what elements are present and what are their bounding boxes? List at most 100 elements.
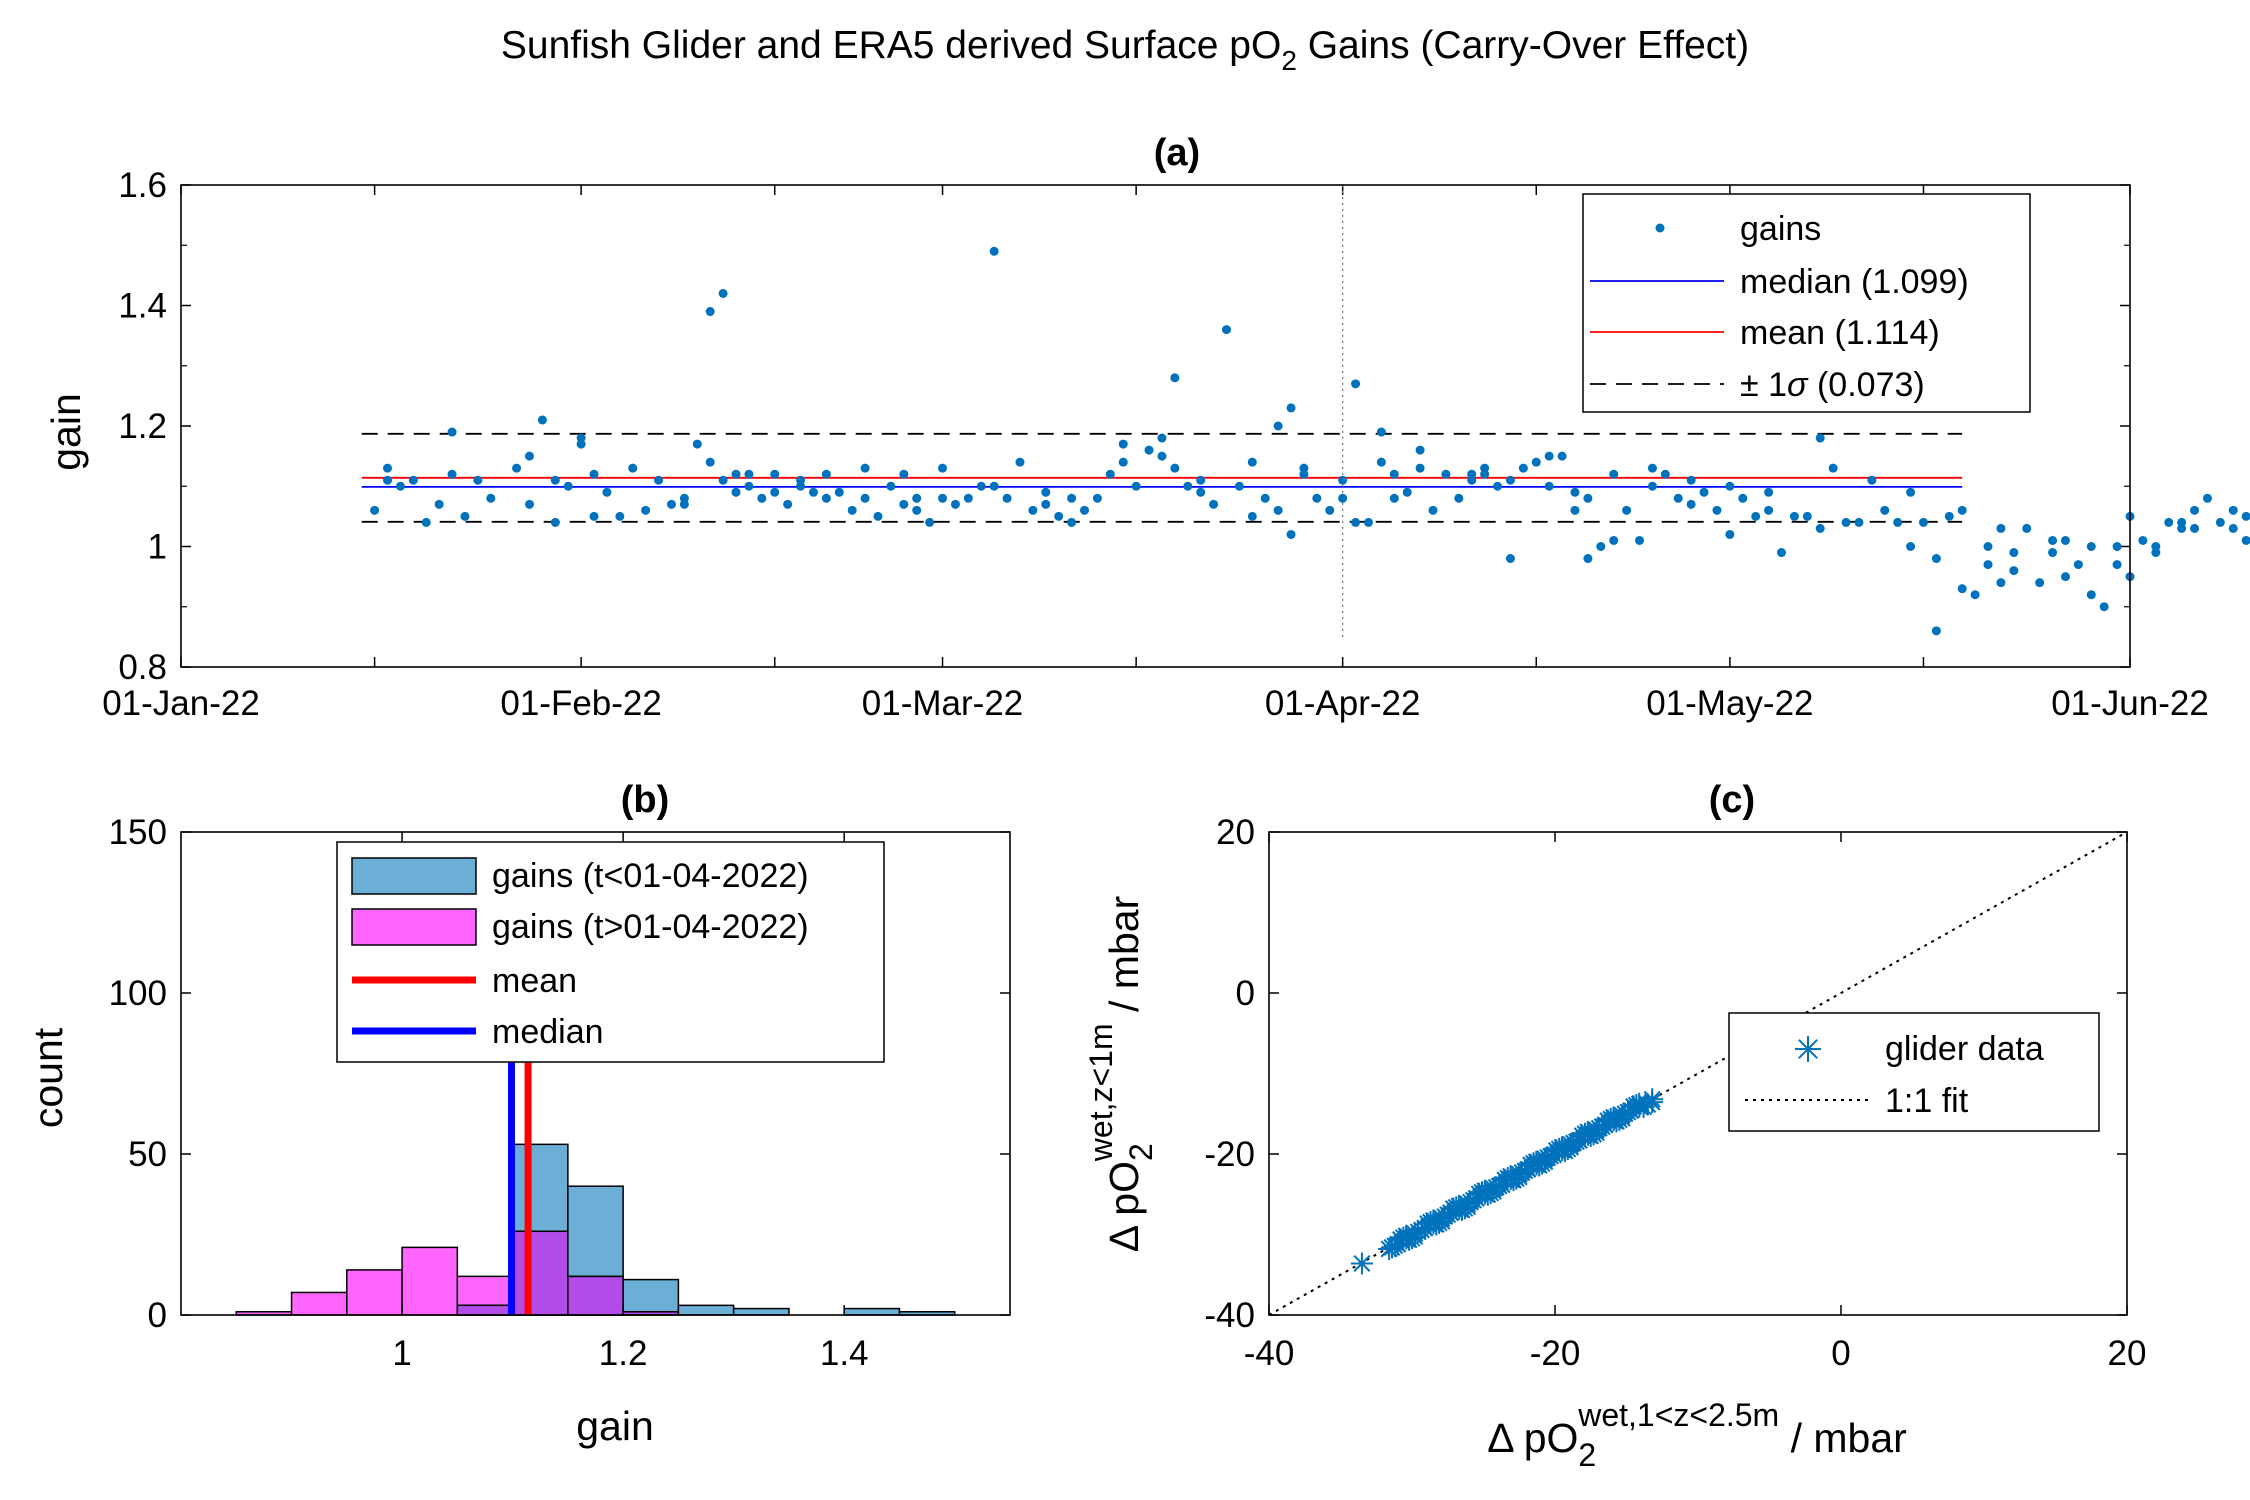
gain-point <box>1673 493 1683 503</box>
panel-c-legend-box <box>1728 1012 2100 1132</box>
gain-point <box>899 499 909 509</box>
gain-point <box>666 499 676 509</box>
gain-point <box>524 499 534 509</box>
gain-point <box>1570 505 1580 515</box>
gain-point <box>1725 481 1735 491</box>
gain-point <box>1415 445 1425 455</box>
gain-point <box>1080 505 1090 515</box>
gain-point <box>641 505 651 515</box>
gain-point <box>1647 481 1657 491</box>
gain-point <box>1118 457 1128 467</box>
legend-sigma-label: ± 1σ (0.073) <box>1740 366 1925 404</box>
panel-b: (b) count gain 1 1.2 1.4 0 50 100 150 gains (t… <box>25 779 1011 1449</box>
gain-point <box>602 487 612 497</box>
panel-a-ytick-label: 1 <box>148 528 167 567</box>
gain-point <box>705 307 715 317</box>
gain-point <box>1234 481 1244 491</box>
legend-star-glyph <box>1795 1036 1821 1062</box>
gain-point <box>1028 505 1038 515</box>
gain-point <box>1389 493 1399 503</box>
legend-before-patch <box>351 857 477 895</box>
gain-point <box>2060 572 2070 582</box>
glider-data-point <box>1350 1252 1373 1275</box>
gain-point <box>705 457 715 467</box>
panel-a-ylabel: gain <box>43 393 89 471</box>
gain-point <box>1544 451 1554 461</box>
gain-point <box>1815 433 1825 443</box>
panel-c-xlabel-main: Δ pO <box>1487 1415 1578 1461</box>
gain-point <box>1493 481 1503 491</box>
gain-point <box>395 481 405 491</box>
gain-point <box>1402 487 1412 497</box>
gain-point <box>1570 487 1580 497</box>
gain-point <box>1841 517 1851 527</box>
gain-point <box>744 469 754 479</box>
gain-point <box>963 493 973 503</box>
legend-gains-label: gains <box>1740 210 1821 248</box>
gain-point <box>1686 475 1696 485</box>
gain-point <box>899 469 909 479</box>
gain-point <box>1067 517 1077 527</box>
gain-point <box>1247 457 1257 467</box>
gain-point <box>912 505 922 515</box>
gain-point <box>2009 548 2019 558</box>
gain-point <box>2009 566 2019 576</box>
panel-b-ytick-label: 0 <box>148 1296 167 1335</box>
gain-point <box>1596 542 1606 551</box>
panel-b-title: (b) <box>621 779 670 821</box>
panel-b-axes-box <box>180 831 1011 1316</box>
gain-point <box>783 499 793 509</box>
panel-c-xtick-label: -40 <box>1244 1334 1295 1373</box>
gain-point <box>1557 451 1567 461</box>
gain-point <box>1583 493 1593 503</box>
gain-point <box>1505 475 1515 485</box>
hist-bar-after <box>456 1275 514 1307</box>
glider-data-point <box>1641 1091 1664 1114</box>
figure-title: Sunfish Glider and ERA5 derived Surface … <box>501 24 1749 76</box>
panel-c-ylabel: Δ pO2wet,z<1m / mbar <box>1083 896 1159 1252</box>
gain-point <box>1635 535 1645 545</box>
gain-point <box>718 288 728 298</box>
gain-point <box>1738 493 1748 503</box>
gain-point <box>2112 560 2122 570</box>
gain-point <box>1183 481 1193 491</box>
gain-point <box>950 499 960 509</box>
gain-point <box>512 463 522 473</box>
gain-point <box>1609 535 1619 545</box>
gain-point <box>2086 542 2096 551</box>
gain-point <box>1906 487 1916 497</box>
gain-point <box>1428 505 1438 515</box>
gain-point <box>1467 469 1477 479</box>
gain-point <box>1376 427 1386 437</box>
gain-point <box>1583 554 1593 564</box>
legend-sigma-symbol: σ <box>1787 366 1809 404</box>
legend-after-label: gains (t>01-04-2022) <box>492 908 809 946</box>
gain-point <box>1273 505 1283 515</box>
hist-bar-before <box>732 1307 790 1316</box>
gain-point <box>1054 511 1064 521</box>
gain-point <box>1092 493 1102 503</box>
panel-b-ytick-label: 150 <box>109 813 167 852</box>
panel-a-xtick-label: 01-Jun-22 <box>2051 684 2209 723</box>
gain-point <box>1325 505 1335 515</box>
gain-point <box>1957 584 1967 594</box>
gain-point <box>1918 517 1928 527</box>
panel-c-title: (c) <box>1709 779 1755 821</box>
gain-point <box>1712 505 1722 515</box>
gain-point <box>744 481 754 491</box>
gain-point <box>1983 542 1993 551</box>
gain-point <box>1764 487 1774 497</box>
gain-point <box>2035 578 2045 588</box>
gain-point <box>938 463 948 473</box>
gain-point <box>654 475 664 485</box>
gain-point <box>1015 457 1025 467</box>
gain-point <box>2228 505 2238 515</box>
gain-point <box>1105 469 1115 479</box>
panel-b-ylabel: count <box>25 1027 71 1128</box>
gain-point <box>1751 511 1761 521</box>
gain-point <box>1970 590 1980 600</box>
gain-point <box>628 463 638 473</box>
gain-point <box>692 439 702 449</box>
gain-point <box>821 493 831 503</box>
